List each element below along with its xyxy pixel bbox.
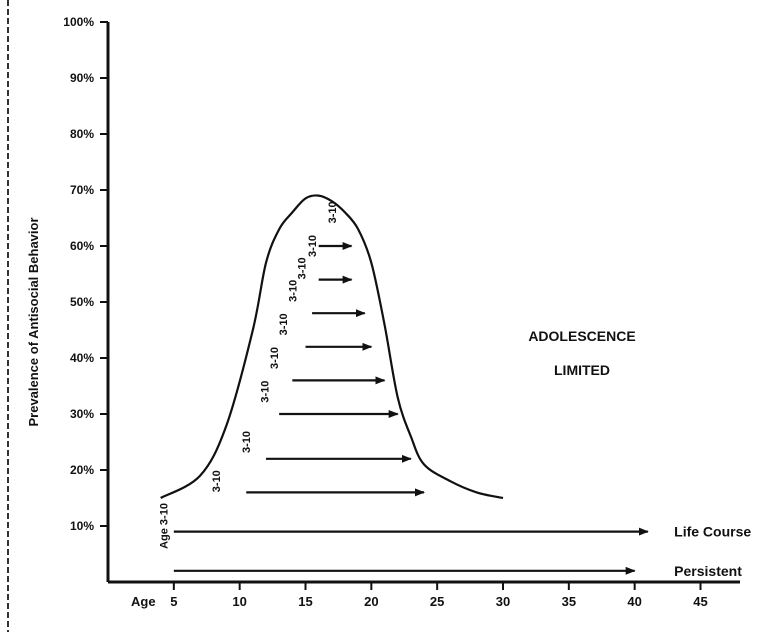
y-tick-label: 40% — [70, 351, 94, 365]
course-series-label: Persistent — [674, 563, 742, 579]
age-bar-label: 3-10 — [278, 313, 290, 335]
age-bar-label: 3-10 — [260, 381, 272, 403]
y-tick-label: 20% — [70, 463, 94, 477]
age-bar-label: 3-10 — [241, 431, 253, 453]
x-tick-label: 25 — [430, 594, 444, 609]
y-tick-label: 70% — [70, 183, 94, 197]
axes-layer: 10% 20% 30% 40% 50% 60% 70% 80% 90% 100% Age 5 10 15 2… — [7, 0, 740, 632]
y-tick-label: 90% — [70, 71, 94, 85]
y-tick-label: 30% — [70, 407, 94, 421]
x-tick-label: 35 — [562, 594, 576, 609]
x-tick-label: 5 — [170, 594, 177, 609]
group-annotation: ADOLESCENCE — [528, 328, 635, 344]
x-tick-label: 40 — [627, 594, 641, 609]
x-tick-label: 45 — [693, 594, 707, 609]
y-tick-label: 100% — [63, 15, 94, 29]
y-tick-label: 10% — [70, 519, 94, 533]
labels-layer: Age 3-103-103-103-103-103-103-103-103-10… — [158, 201, 751, 578]
y-tick-label: 60% — [70, 239, 94, 253]
x-axis-label: Age — [131, 594, 156, 609]
y-tick-label: 80% — [70, 127, 94, 141]
prevalence-curve — [160, 194, 504, 500]
age-bar-label: 3-10 — [307, 235, 319, 257]
y-axis-label: Prevalence of Antisocial Behavior — [26, 217, 41, 426]
curve-layer — [160, 194, 504, 500]
x-tick-label: 10 — [232, 594, 246, 609]
age-bar-label: 3-10 — [327, 201, 339, 223]
group-annotation: LIMITED — [554, 362, 610, 378]
x-tick-label: 30 — [496, 594, 510, 609]
y-tick-label: 50% — [70, 295, 94, 309]
x-tick-label: 20 — [364, 594, 378, 609]
x-tick-label: 15 — [298, 594, 312, 609]
age-bar-label: 3-10 — [269, 347, 281, 369]
course-series-label: Life Course — [674, 524, 751, 540]
age-bar-label: 3-10 — [211, 470, 223, 492]
age-bar-label: 3-10 — [287, 280, 299, 302]
age-bar-label: 3-10 — [297, 257, 309, 279]
arrows-layer — [173, 242, 649, 575]
age-bar-label: Age 3-10 — [158, 503, 170, 549]
